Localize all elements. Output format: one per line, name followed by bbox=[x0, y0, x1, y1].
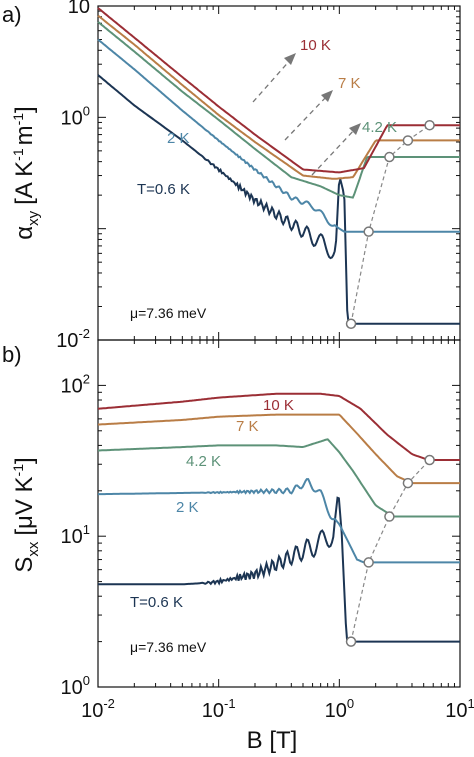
x-tick-label-exp: -2 bbox=[103, 696, 115, 711]
panel-b-ylabel-unit: [μV K bbox=[11, 476, 38, 535]
plateau-onset-marker bbox=[384, 151, 395, 163]
x-tick-label-base: 10 bbox=[81, 700, 103, 722]
plateau-onset-marker bbox=[345, 318, 357, 329]
panel-a-x-ticks bbox=[97, 6, 461, 340]
arrow-head-10K bbox=[284, 53, 296, 65]
plateau-onset-marker bbox=[424, 119, 435, 131]
x-tick-label-base: 10 bbox=[445, 700, 467, 722]
y-tick-label: 102 bbox=[61, 371, 90, 397]
y-tick-label-base: 10 bbox=[56, 330, 78, 352]
panel-b-series-label-0.6K: T=0.6 K bbox=[130, 594, 183, 611]
series-line-T0.6K bbox=[98, 496, 460, 643]
x-tick-label-base: 10 bbox=[325, 700, 347, 722]
panel-b-series-label-7K: 7 K bbox=[236, 418, 259, 435]
panel-b-frame bbox=[97, 339, 461, 688]
y-tick-label-exp: 0 bbox=[83, 673, 90, 688]
y-tick-label-exp: 0 bbox=[83, 103, 90, 118]
panel-b-ylabel-exp1: -1 bbox=[10, 464, 26, 477]
series-line-7K bbox=[97, 14, 460, 180]
y-tick-label-exp: 2 bbox=[83, 371, 90, 386]
series-line-10K bbox=[97, 392, 460, 461]
panel-a-series-label-7K: 7 K bbox=[338, 75, 361, 92]
x-tick-label: 101 bbox=[445, 696, 474, 722]
panel-a-ylabel-exp1: -1 bbox=[10, 148, 26, 161]
series-line-7K bbox=[98, 413, 460, 485]
plateau-onset-marker bbox=[345, 636, 357, 647]
arrow-4.2K bbox=[311, 127, 357, 176]
panel-a-temperature-arrows bbox=[252, 57, 357, 176]
arrow-10K bbox=[252, 57, 293, 103]
series-line-10K bbox=[97, 7, 460, 174]
panel-a-circle-markers bbox=[345, 119, 435, 329]
plateau-onset-marker bbox=[424, 454, 435, 466]
plateau-onset-marker bbox=[402, 135, 414, 146]
y-tick-label-base: 10 bbox=[61, 375, 83, 397]
panel-a-ylabel-unit-end: ] bbox=[11, 106, 38, 113]
panel-a-arrow-heads bbox=[284, 53, 361, 135]
series-line-2K bbox=[97, 478, 460, 564]
panel-b-circle-markers bbox=[345, 454, 435, 647]
series-line-T0.6K bbox=[97, 74, 460, 325]
y-tick-label: 101 bbox=[61, 522, 90, 548]
series-line-4.2K bbox=[98, 438, 460, 518]
panel-b-series-label-10K: 10 K bbox=[263, 397, 294, 414]
plateau-onset-marker bbox=[363, 226, 374, 237]
panel-a-annotation: μ=7.36 meV bbox=[130, 305, 207, 321]
series-line-4.2K bbox=[97, 21, 460, 199]
y-tick-label: 100 bbox=[61, 103, 90, 129]
y-tick-label: 10-2 bbox=[56, 326, 90, 352]
x-tick-label: 10-1 bbox=[202, 696, 236, 722]
plateau-onset-marker bbox=[402, 477, 414, 489]
y-tick-label-base: 10 bbox=[61, 107, 83, 129]
x-tick-label-base: 10 bbox=[202, 700, 224, 722]
panel-b-label: b) bbox=[2, 342, 22, 367]
y-tick-label-base: 10 bbox=[61, 677, 83, 699]
y-tick-label-base: 10 bbox=[61, 526, 83, 548]
panel-a-label: a) bbox=[2, 2, 22, 27]
arrow-head-7K bbox=[321, 90, 333, 102]
panel-a-series-label-4.2K: 4.2 K bbox=[362, 119, 397, 136]
y-tick-label: 10 bbox=[68, 0, 90, 18]
panel-a-series-label-2K: 2 K bbox=[167, 130, 190, 147]
panel-a-series-group bbox=[97, 7, 460, 325]
y-tick-label-exp: 1 bbox=[83, 522, 90, 537]
panel-b-x-ticks: 10-2 10-1 100 101 bbox=[81, 340, 474, 722]
y-tick-label: 100 bbox=[61, 673, 90, 699]
x-tick-label-exp: 1 bbox=[468, 696, 474, 711]
series-line-2K bbox=[97, 38, 460, 233]
y-tick-label-exp: -2 bbox=[78, 326, 90, 341]
panel-b-annotation: μ=7.36 meV bbox=[130, 639, 207, 655]
panel-b-ylabel-main: S bbox=[11, 557, 38, 573]
panel-a-ylabel-sub: xy bbox=[25, 210, 42, 226]
y-tick-label-base: 10 bbox=[68, 0, 90, 18]
panel-b-ylabel-unit-end: ] bbox=[11, 457, 38, 464]
panel-b-y-axis-title: Sxx [μV K-1] bbox=[10, 457, 42, 572]
panel-b-series-group bbox=[97, 392, 460, 643]
panel-a-y-axis-title: αxy[A K-1m-1] bbox=[10, 106, 42, 239]
panel-a-ylabel-unit: [A K bbox=[11, 161, 38, 205]
panel-b-x-axis-title: B [T] bbox=[247, 727, 298, 754]
panel-b-series-label-2K: 2 K bbox=[176, 499, 199, 516]
panel-a-ylabel-unit-mid: m bbox=[11, 125, 38, 145]
x-tick-label: 10-2 bbox=[81, 696, 115, 722]
panel-b-ylabel-sub: xx bbox=[25, 541, 42, 557]
panel-a-series-label-10K: 10 K bbox=[300, 37, 331, 54]
panel-a-ylabel-exp2: -1 bbox=[10, 113, 26, 126]
plateau-onset-marker bbox=[384, 511, 395, 522]
plateau-onset-marker bbox=[363, 557, 374, 568]
arrow-head-4.2K bbox=[349, 123, 361, 135]
x-tick-label: 100 bbox=[325, 696, 354, 722]
panel-a-frame bbox=[97, 5, 461, 341]
panel-a-ylabel-main: α bbox=[11, 226, 38, 240]
panel-a-series-label-0.6K: T=0.6 K bbox=[137, 181, 190, 198]
panel-b-series-label-4.2K: 4.2 K bbox=[186, 453, 221, 470]
arrow-7K bbox=[284, 94, 329, 141]
x-tick-label-exp: -1 bbox=[224, 696, 236, 711]
x-tick-label-exp: 0 bbox=[347, 696, 354, 711]
